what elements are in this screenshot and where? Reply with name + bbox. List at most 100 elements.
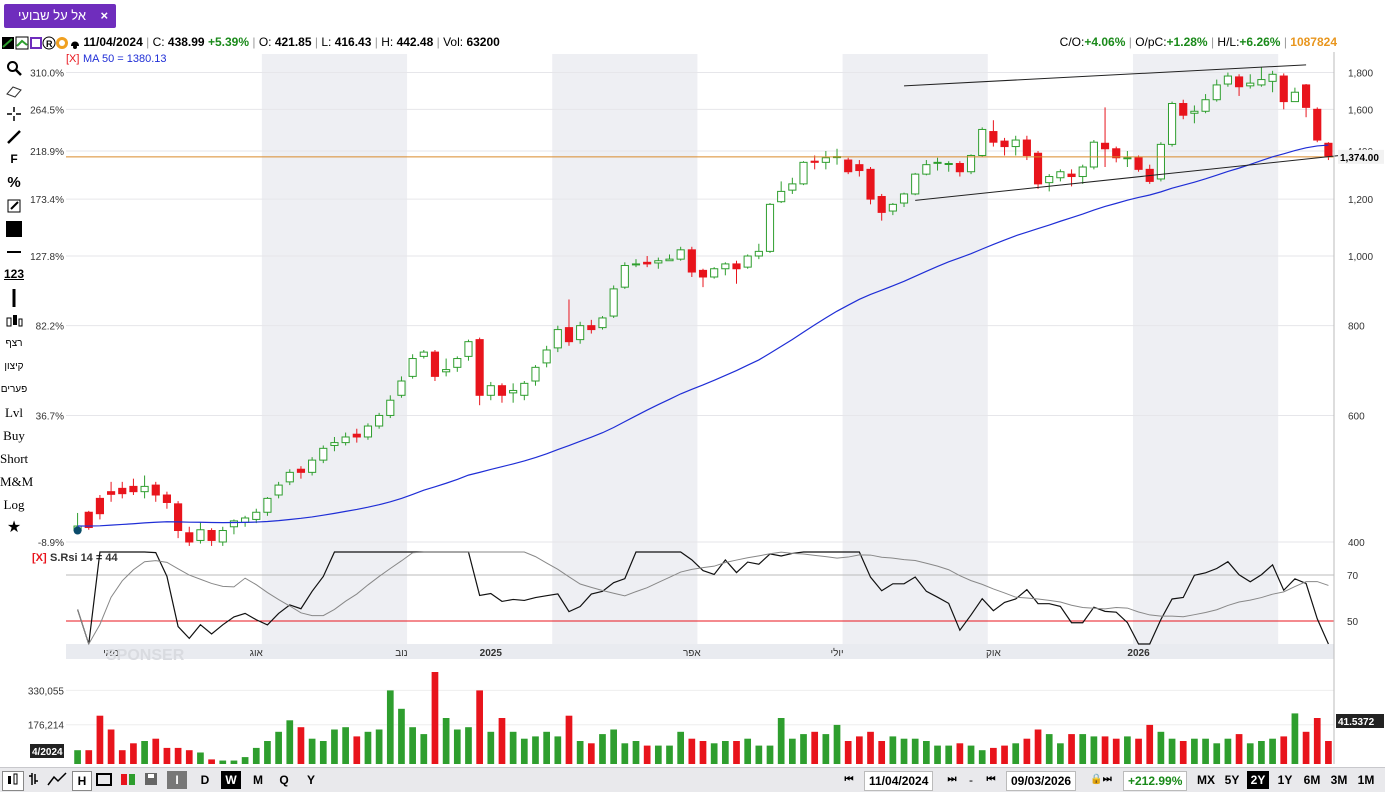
candle-body — [531, 366, 540, 382]
tool-buy[interactable]: Buy — [3, 428, 25, 443]
tool-short[interactable]: Short — [0, 451, 29, 466]
range-mx[interactable]: MX — [1197, 773, 1215, 787]
ratio-info: C/O:+4.06% | O/pC:+1.28% | H/L:+6.26% | … — [1059, 35, 1337, 49]
tool-log[interactable]: Log — [3, 497, 25, 512]
vline-tool-icon[interactable] — [0, 286, 28, 309]
volume-axis-label: 330,055 — [28, 686, 64, 697]
close-label: C: — [152, 35, 165, 49]
volume-bar — [1079, 734, 1087, 764]
volume-bar — [1291, 713, 1299, 764]
zoom-icon[interactable] — [0, 56, 28, 79]
heikin-ashi-button[interactable]: H — [72, 771, 92, 791]
tool-extreme[interactable]: קיצון — [4, 361, 24, 372]
volume-bar — [1045, 734, 1053, 764]
line-type-icon[interactable] — [46, 771, 68, 789]
opc-label: O/pC: — [1135, 35, 1167, 49]
candle-body — [911, 173, 920, 195]
candles-icon[interactable] — [0, 309, 28, 332]
range-1y[interactable]: 1Y — [1277, 773, 1293, 787]
volume-bar — [710, 743, 718, 764]
volume-bar — [252, 747, 260, 764]
candle-body — [687, 249, 696, 273]
volume-bar — [275, 731, 282, 764]
volume-bar — [621, 743, 629, 764]
candle-body — [821, 157, 830, 163]
range-3m[interactable]: 3M — [1330, 773, 1348, 787]
volume-bar — [386, 690, 394, 764]
candle-body — [1134, 157, 1143, 170]
time-axis-label: אפר — [683, 648, 701, 659]
candle-body — [1056, 171, 1065, 179]
candle-body — [296, 468, 306, 473]
period-intraday[interactable]: I — [167, 771, 187, 789]
color-picker-icon[interactable] — [0, 217, 28, 240]
crosshair-icon[interactable] — [0, 102, 28, 125]
volume-bar — [777, 718, 785, 764]
candlestick-type-icon[interactable] — [2, 771, 24, 791]
percent-tool[interactable]: % — [7, 174, 21, 191]
fibonacci-tool[interactable]: F — [10, 152, 18, 166]
candle-body — [140, 485, 149, 493]
volume-bar — [1168, 738, 1176, 764]
tool-gaps[interactable]: פערים — [0, 384, 28, 395]
range-6m[interactable]: 6M — [1303, 773, 1321, 787]
quick-tools-icons[interactable]: R — [0, 36, 80, 50]
candle-body — [95, 497, 104, 515]
candle-body — [453, 358, 462, 368]
tool-lvl[interactable]: Lvl — [4, 405, 24, 420]
close-icon[interactable]: × — [100, 8, 109, 23]
opc-value: +1.28% — [1166, 35, 1208, 49]
date-from[interactable]: 11/04/2024 — [864, 771, 934, 791]
hline-tool-icon[interactable] — [0, 240, 28, 263]
candle-body — [866, 168, 875, 200]
volume-bar — [699, 741, 707, 764]
area-type-icon[interactable] — [95, 771, 113, 789]
volume-date-label: 4/2024 — [32, 747, 63, 758]
rsi-remove-tag: [X] — [32, 552, 47, 564]
tool-sequence[interactable]: רצף — [5, 338, 23, 349]
volume-bar — [286, 720, 294, 764]
change-value: +5.39% — [207, 35, 249, 49]
percent-axis-label: -8.9% — [38, 538, 64, 549]
total-volume: 1087824 — [1290, 35, 1337, 49]
line-tool-icon[interactable] — [0, 125, 28, 148]
chart-area[interactable]: [X] MA 50 = 1380.13[X] S.Rsi 14 = 44 1,800… — [28, 52, 1385, 767]
end-back-icon[interactable]: ⏮ — [986, 774, 996, 785]
color-bars-icon[interactable] — [118, 771, 138, 789]
volume-bar — [375, 729, 383, 764]
eraser-icon[interactable] — [0, 79, 28, 102]
ma-label: MA 50 = 1380.13 — [83, 53, 166, 65]
volume-bar — [342, 727, 349, 764]
period-quarterly[interactable]: Q — [279, 773, 289, 787]
tool-mm[interactable]: M&M — [0, 474, 34, 489]
volume-bar — [85, 750, 93, 764]
ohlc-type-icon[interactable] — [26, 771, 44, 789]
start-nav-icon[interactable]: ⏭ — [947, 774, 957, 785]
candle-body — [989, 131, 998, 143]
time-axis-label: 2026 — [1127, 648, 1150, 659]
period-weekly[interactable]: W — [221, 771, 241, 789]
volume-bar — [163, 747, 171, 764]
volume-bar — [1057, 743, 1064, 764]
chart-tab[interactable]: אל על שבועי × — [4, 4, 117, 28]
edit-icon[interactable] — [0, 194, 28, 217]
last-price-label: 1,374.00 — [1340, 153, 1379, 164]
quarter-band — [842, 54, 988, 644]
volume-bar — [219, 760, 227, 764]
number-tool[interactable]: 123 — [3, 267, 25, 281]
range-1m[interactable]: 1M — [1357, 773, 1375, 787]
date-to[interactable]: 09/03/2026 — [1006, 771, 1077, 791]
time-axis-label: נוב — [395, 648, 408, 659]
candle-body — [319, 447, 328, 461]
range-5y[interactable]: 5Y — [1224, 773, 1240, 787]
volume-bar — [654, 745, 662, 764]
save-icon[interactable] — [142, 771, 160, 789]
period-monthly[interactable]: M — [253, 773, 263, 787]
star-icon[interactable]: ★ — [6, 519, 22, 536]
candle-body — [1100, 142, 1110, 150]
period-daily[interactable]: D — [200, 773, 210, 787]
period-yearly[interactable]: Y — [306, 773, 315, 787]
range-2y[interactable]: 2Y — [1247, 771, 1269, 789]
end-nav-icon[interactable]: 🔒⏭ — [1090, 774, 1112, 785]
first-start-icon[interactable]: ⏮ — [844, 774, 854, 785]
